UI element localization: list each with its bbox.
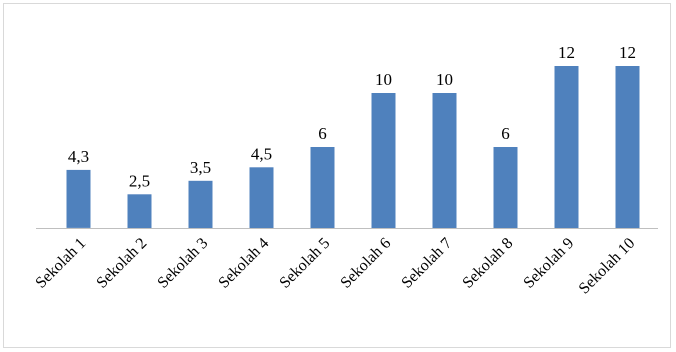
bar-7 bbox=[432, 93, 457, 228]
bar-8 bbox=[493, 147, 518, 228]
data-label-3: 3,5 bbox=[190, 158, 211, 177]
data-label-9: 12 bbox=[558, 43, 575, 62]
data-label-8: 6 bbox=[501, 124, 510, 143]
category-tick-label-5: Sekolah 5 bbox=[276, 235, 333, 292]
data-label-1: 4,3 bbox=[68, 147, 89, 166]
category-tick-label-8: Sekolah 8 bbox=[459, 235, 516, 292]
bar-10 bbox=[615, 66, 640, 228]
bars-group bbox=[66, 66, 640, 229]
data-label-10: 12 bbox=[619, 43, 636, 62]
data-labels-group: 4,3 2,5 3,5 4,5 6 10 10 6 12 12 bbox=[68, 43, 636, 190]
category-tick-label-7: Sekolah 7 bbox=[398, 235, 455, 292]
category-tick-label-3: Sekolah 3 bbox=[154, 235, 211, 292]
data-label-7: 10 bbox=[436, 70, 453, 89]
bar-3 bbox=[188, 180, 213, 229]
category-tick-label-6: Sekolah 6 bbox=[337, 235, 394, 292]
bar-2 bbox=[127, 194, 152, 229]
data-label-6: 10 bbox=[375, 70, 392, 89]
category-tick-label-1: Sekolah 1 bbox=[32, 235, 89, 292]
tick-labels-group: Sekolah 1 Sekolah 2 Sekolah 3 Sekolah 4 Seko… bbox=[32, 235, 638, 298]
data-label-5: 6 bbox=[318, 124, 327, 143]
category-tick-label-9: Sekolah 9 bbox=[520, 235, 577, 292]
bar-6 bbox=[371, 93, 396, 228]
category-tick-label-2: Sekolah 2 bbox=[93, 235, 150, 292]
category-tick-label-10: Sekolah 10 bbox=[576, 235, 639, 298]
bar-1 bbox=[66, 169, 91, 228]
bar-4 bbox=[249, 167, 274, 229]
data-label-2: 2,5 bbox=[129, 171, 150, 190]
category-tick-label-4: Sekolah 4 bbox=[215, 235, 272, 292]
data-label-4: 4,5 bbox=[251, 144, 272, 163]
bar-9 bbox=[554, 66, 579, 228]
bar-5 bbox=[310, 147, 335, 228]
